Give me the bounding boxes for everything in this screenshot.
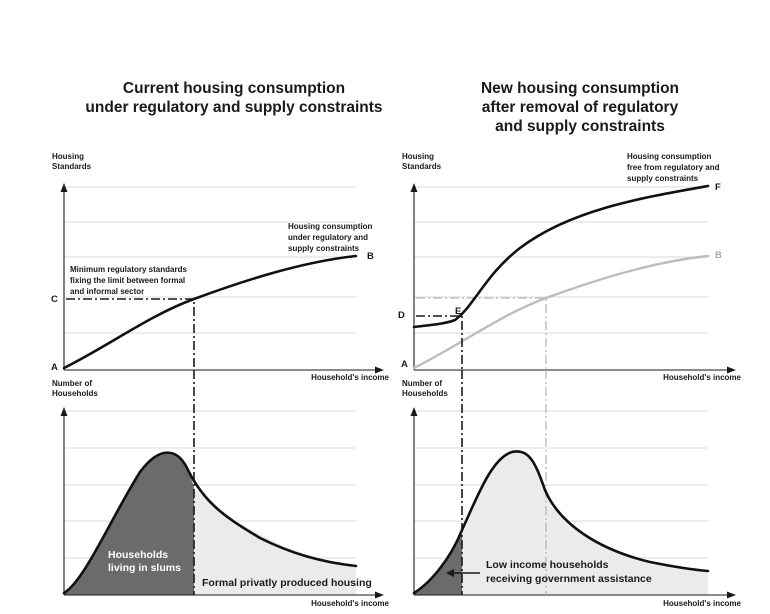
left-curve-note-1: Housing consumption xyxy=(288,222,373,231)
left-point-c: C xyxy=(51,294,58,305)
right-top-ylabel-2: Standards xyxy=(402,162,442,171)
left-curve-note-2: under regulatory and xyxy=(288,233,368,242)
right-title-line1: New housing consumption xyxy=(481,80,679,97)
new-consumption-curve xyxy=(412,184,710,329)
left-bottom-y-arrow xyxy=(60,407,68,416)
right-bottom-ylabel-2: Households xyxy=(402,389,448,398)
left-min-note-1: Minimum regulatory standards xyxy=(70,265,187,274)
assist-arrow-head xyxy=(446,569,454,577)
right-bottom-xlabel: Household's income xyxy=(663,599,741,608)
right-title-line3: and supply constraints xyxy=(495,118,665,135)
right-point-a: A xyxy=(401,359,408,370)
left-title-line1: Current housing consumption xyxy=(123,80,345,97)
left-min-note-3: and informal sector xyxy=(70,287,144,296)
left-title-line2: under regulatory and supply constraints xyxy=(85,99,382,116)
left-min-note-2: fixing the limit between formal xyxy=(70,276,185,285)
right-curve-note-3: supply constraints xyxy=(627,174,699,183)
left-bottom-ylabel-1: Number of xyxy=(52,379,92,388)
right-point-b: B xyxy=(715,250,722,261)
right-top-xlabel: Household's income xyxy=(663,373,741,382)
left-top-threshold-line xyxy=(66,298,195,370)
left-distribution-curve xyxy=(62,451,358,595)
left-top-ylabel-2: Standards xyxy=(52,162,92,171)
left-point-b: B xyxy=(367,251,374,262)
right-top-x-arrow xyxy=(727,366,736,374)
old-consumption-curve xyxy=(412,254,710,370)
right-title-line2: after removal of regulatory xyxy=(482,99,679,116)
assist-label-2: receiving government assistance xyxy=(486,573,652,585)
left-top-y-arrow xyxy=(60,183,68,192)
slum-area xyxy=(64,452,194,595)
right-top-ylabel-1: Housing xyxy=(402,152,434,161)
right-bottom-x-arrow xyxy=(727,591,736,599)
left-top-panel: Housing Standards Household's income Hou… xyxy=(51,152,390,382)
left-curve-note-3: supply constraints xyxy=(288,244,360,253)
left-top-x-arrow xyxy=(375,366,384,374)
assisted-area xyxy=(414,530,462,595)
left-bottom-x-arrow xyxy=(375,591,384,599)
right-point-e: E xyxy=(455,306,461,317)
left-top-xlabel: Household's income xyxy=(311,373,389,382)
right-distribution-curve xyxy=(412,450,710,595)
slum-label-2: living in slums xyxy=(108,562,181,574)
assist-label-1: Low income households xyxy=(486,559,609,571)
right-top-gridlines xyxy=(414,186,708,334)
right-top-new-threshold-line xyxy=(416,315,463,370)
left-bottom-ylabel-2: Households xyxy=(52,389,98,398)
formal-housing-label: Formal privatly produced housing xyxy=(202,577,372,589)
left-top-consumption-curve xyxy=(62,254,358,370)
right-top-y-arrow xyxy=(410,183,418,192)
right-curve-note-2: free from regulatory and xyxy=(627,163,720,172)
right-curve-note-1: Housing consumption xyxy=(627,152,712,161)
left-bottom-panel: Number of Households Household's income … xyxy=(52,370,390,608)
right-point-f: F xyxy=(715,182,721,193)
right-bottom-y-arrow xyxy=(410,407,418,416)
right-top-panel: Housing Standards Household's income Hou… xyxy=(398,152,742,382)
left-top-gridlines xyxy=(64,186,356,334)
slum-label-1: Households xyxy=(108,549,168,561)
left-point-a: A xyxy=(51,362,58,373)
right-top-old-threshold-line xyxy=(416,297,547,370)
formal-housing-area xyxy=(194,488,356,595)
market-housing-area xyxy=(462,451,708,595)
right-bottom-ylabel-1: Number of xyxy=(402,379,442,388)
right-bottom-panel: Number of Households Household's income … xyxy=(402,370,742,608)
left-bottom-xlabel: Household's income xyxy=(311,599,389,608)
left-top-ylabel-1: Housing xyxy=(52,152,84,161)
right-point-d: D xyxy=(398,310,405,321)
